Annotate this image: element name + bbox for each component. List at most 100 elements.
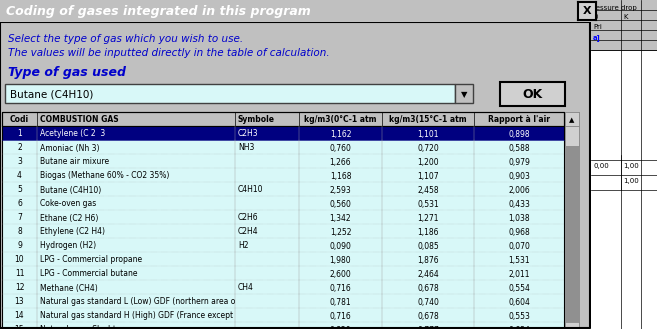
Text: C2H6: C2H6 (238, 214, 259, 222)
Text: ▼: ▼ (461, 90, 467, 99)
Text: Butane (C4H10): Butane (C4H10) (10, 89, 93, 99)
Text: COMBUSTION GAS: COMBUSTION GAS (40, 115, 119, 124)
Text: 0,604: 0,604 (508, 297, 530, 307)
Text: kg/m3(0°C-1 atm: kg/m3(0°C-1 atm (304, 115, 376, 124)
Text: 1,266: 1,266 (330, 158, 351, 166)
Text: 0,740: 0,740 (417, 297, 439, 307)
Text: 0,678: 0,678 (417, 284, 439, 292)
Text: 2,011: 2,011 (509, 269, 530, 279)
Text: 1,980: 1,980 (330, 256, 351, 265)
Text: C2H4: C2H4 (238, 227, 259, 237)
FancyBboxPatch shape (565, 322, 579, 329)
FancyBboxPatch shape (565, 112, 579, 329)
Text: Symbole: Symbole (238, 115, 275, 124)
FancyBboxPatch shape (2, 238, 564, 252)
FancyBboxPatch shape (2, 308, 564, 322)
Text: 0,554: 0,554 (508, 284, 530, 292)
Text: 1,876: 1,876 (417, 256, 439, 265)
Text: a]: a] (593, 34, 600, 41)
Text: kg/m3(15°C-1 atm: kg/m3(15°C-1 atm (389, 115, 467, 124)
Text: Natural gas standard H (High) GDF (France except: Natural gas standard H (High) GDF (Franc… (40, 312, 233, 320)
Text: 0,634: 0,634 (508, 325, 530, 329)
Text: 14: 14 (14, 312, 24, 320)
Text: 6: 6 (17, 199, 22, 209)
Text: 0,716: 0,716 (330, 284, 351, 292)
FancyBboxPatch shape (5, 84, 455, 103)
Text: 1,186: 1,186 (417, 227, 439, 237)
Text: 1,162: 1,162 (330, 130, 351, 139)
Text: 2,458: 2,458 (417, 186, 439, 194)
FancyBboxPatch shape (2, 210, 564, 224)
Text: Type of gas used: Type of gas used (8, 66, 126, 79)
FancyBboxPatch shape (2, 224, 564, 238)
Text: 1,252: 1,252 (330, 227, 351, 237)
Text: K: K (623, 14, 627, 20)
Text: 10: 10 (14, 256, 24, 265)
Text: 0,433: 0,433 (508, 199, 530, 209)
Text: H2: H2 (238, 241, 248, 250)
Text: Acetylene (C 2  3: Acetylene (C 2 3 (40, 130, 105, 139)
Text: The values will be inputted directly in the table of calculation.: The values will be inputted directly in … (8, 48, 330, 58)
Text: 1,531: 1,531 (508, 256, 530, 265)
Text: C4H10: C4H10 (238, 186, 263, 194)
Text: 0,898: 0,898 (508, 130, 530, 139)
Text: 0,903: 0,903 (508, 171, 530, 181)
Text: 4: 4 (17, 171, 22, 181)
Text: Butane air mixure: Butane air mixure (40, 158, 109, 166)
Text: 0,777: 0,777 (417, 325, 439, 329)
Text: Butane (C4H10): Butane (C4H10) (40, 186, 101, 194)
Text: 3: 3 (17, 158, 22, 166)
FancyBboxPatch shape (565, 146, 579, 322)
FancyBboxPatch shape (2, 294, 564, 308)
FancyBboxPatch shape (2, 154, 564, 168)
Text: 12: 12 (14, 284, 24, 292)
Text: 0,820: 0,820 (330, 325, 351, 329)
Text: Hydrogen (H2): Hydrogen (H2) (40, 241, 96, 250)
Text: 2,600: 2,600 (330, 269, 351, 279)
Text: 0,00: 0,00 (593, 163, 609, 169)
FancyBboxPatch shape (565, 126, 579, 146)
FancyBboxPatch shape (500, 82, 565, 106)
Text: Amoniac (Nh 3): Amoniac (Nh 3) (40, 143, 99, 153)
FancyBboxPatch shape (2, 280, 564, 294)
Text: 7: 7 (17, 214, 22, 222)
Text: 1,271: 1,271 (417, 214, 439, 222)
Text: Rapport à l'air: Rapport à l'air (488, 115, 550, 124)
Text: 15: 15 (14, 325, 24, 329)
Text: 13: 13 (14, 297, 24, 307)
Text: 0,720: 0,720 (417, 143, 439, 153)
Text: Coke-oven gas: Coke-oven gas (40, 199, 96, 209)
Text: Biogas (Methane 60% - CO2 35%): Biogas (Methane 60% - CO2 35%) (40, 171, 170, 181)
FancyBboxPatch shape (2, 140, 564, 154)
Text: 1,342: 1,342 (330, 214, 351, 222)
Text: X: X (583, 6, 591, 16)
Text: 1,038: 1,038 (508, 214, 530, 222)
Text: Methane (CH4): Methane (CH4) (40, 284, 98, 292)
Text: 2,593: 2,593 (330, 186, 351, 194)
Text: 0: 0 (593, 14, 597, 20)
Text: CH4: CH4 (238, 284, 254, 292)
FancyBboxPatch shape (591, 50, 657, 329)
Text: 0,531: 0,531 (417, 199, 439, 209)
Text: 0,781: 0,781 (330, 297, 351, 307)
Text: 0,716: 0,716 (330, 312, 351, 320)
Text: 2: 2 (17, 143, 22, 153)
Text: 0,560: 0,560 (330, 199, 351, 209)
Text: 1,200: 1,200 (417, 158, 439, 166)
Text: Ethylene (C2 H4): Ethylene (C2 H4) (40, 227, 105, 237)
Text: Select the type of gas which you wish to use.: Select the type of gas which you wish to… (8, 34, 243, 44)
Text: 0,678: 0,678 (417, 312, 439, 320)
Text: 0,553: 0,553 (508, 312, 530, 320)
Text: Ethane (C2 H6): Ethane (C2 H6) (40, 214, 99, 222)
Text: 0,760: 0,760 (330, 143, 351, 153)
Text: 8: 8 (17, 227, 22, 237)
FancyBboxPatch shape (2, 252, 564, 266)
Text: 11: 11 (14, 269, 24, 279)
FancyBboxPatch shape (455, 84, 473, 103)
Text: 0,968: 0,968 (508, 227, 530, 237)
Text: OK: OK (522, 89, 543, 102)
Text: LPG - Commercial butane: LPG - Commercial butane (40, 269, 137, 279)
Text: Codi: Codi (10, 115, 29, 124)
FancyBboxPatch shape (2, 182, 564, 196)
Text: 1: 1 (17, 130, 22, 139)
